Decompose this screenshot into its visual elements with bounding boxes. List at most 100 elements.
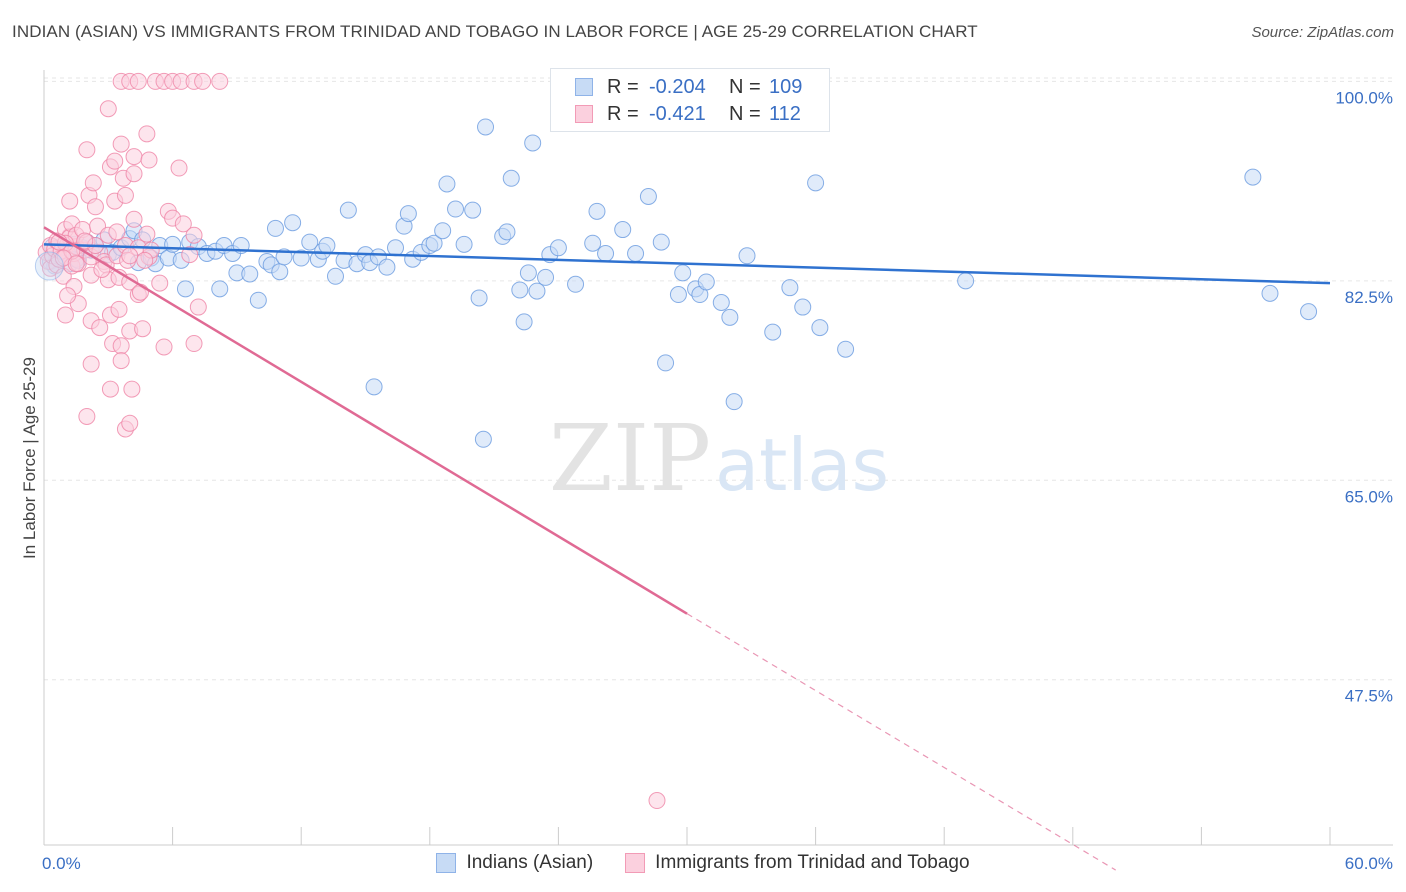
point-indians [241, 265, 259, 283]
point-indians [339, 201, 357, 219]
point-indians [498, 223, 516, 241]
point-trinidad [121, 247, 139, 265]
point-indians [301, 233, 319, 251]
point-trinidad [99, 100, 117, 118]
y-tick-label: 47.5% [1345, 687, 1393, 706]
point-trinidad [112, 337, 130, 355]
point-trinidad [129, 72, 147, 90]
point-trinidad [101, 380, 119, 398]
point-indians [537, 268, 555, 286]
point-trinidad [123, 380, 141, 398]
point-trinidad [108, 223, 126, 241]
series-legend-indians: Indians (Asian) [436, 852, 593, 874]
point-indians [1300, 303, 1318, 321]
series-legend-trinidad: Immigrants from Trinidad and Tobago [625, 852, 970, 874]
point-indians [511, 281, 529, 299]
point-indians [627, 244, 645, 262]
point-indians [326, 267, 344, 285]
y-tick-label: 65.0% [1345, 487, 1393, 506]
point-indians [425, 234, 443, 252]
point-indians [524, 134, 542, 152]
watermark-atlas: atlas [715, 423, 889, 507]
point-indians [271, 263, 289, 281]
series-label-trinidad: Immigrants from Trinidad and Tobago [655, 852, 970, 873]
point-indians [712, 294, 730, 311]
watermark: ZIP atlas [549, 405, 889, 512]
point-indians [837, 340, 855, 358]
point-indians [528, 282, 546, 300]
point-indians [455, 235, 473, 253]
point-indians [387, 239, 405, 257]
point-cluster-indians [34, 251, 64, 281]
point-indians [588, 202, 606, 220]
point-indians [697, 273, 715, 291]
point-indians [1244, 168, 1262, 186]
legend-n-value: 109 [769, 75, 803, 98]
point-trinidad [59, 287, 77, 305]
legend-n-label: N = [729, 102, 761, 125]
point-trinidad [78, 407, 96, 425]
legend-n-label: N = [729, 75, 761, 98]
legend-r-value: -0.204 [649, 75, 706, 98]
watermark-zip: ZIP [549, 405, 711, 512]
legend-row-trinidad: R = -0.421 N = 112 [575, 101, 801, 127]
chart-title: INDIAN (ASIAN) VS IMMIGRANTS FROM TRINID… [12, 22, 978, 41]
point-trinidad [116, 186, 134, 204]
y-tick-label: 82.5% [1345, 288, 1393, 307]
point-indians [284, 214, 302, 232]
point-indians [639, 188, 657, 206]
point-trinidad [174, 215, 192, 233]
point-trinidad [93, 260, 111, 278]
point-indians [519, 264, 537, 282]
point-trinidad [648, 792, 666, 810]
point-indians [470, 289, 488, 307]
point-trinidad [125, 165, 143, 183]
axes [43, 70, 1393, 846]
point-trinidad [125, 210, 143, 228]
legend-swatch-pink [575, 105, 593, 123]
point-trinidad [112, 352, 130, 370]
point-indians [794, 298, 812, 316]
series-legend: Indians (Asian) Immigrants from Trinidad… [0, 852, 1406, 874]
point-trinidad [211, 72, 229, 90]
point-indians [399, 205, 417, 223]
series-swatch-pink [625, 853, 646, 873]
legend-r-value: -0.421 [649, 102, 706, 125]
point-trinidad [67, 255, 85, 273]
point-indians [725, 393, 743, 411]
point-trinidad [112, 135, 130, 153]
point-indians [674, 264, 692, 282]
series-swatch-blue [436, 853, 457, 873]
point-trinidad [110, 300, 128, 318]
point-trinidad [121, 273, 139, 291]
point-indians [614, 221, 632, 239]
point-trinidad [181, 246, 199, 264]
point-indians [597, 244, 615, 262]
point-indians [764, 323, 782, 341]
point-trinidad [91, 319, 109, 337]
point-indians [438, 175, 456, 193]
point-indians [447, 200, 465, 218]
point-trinidad [155, 338, 173, 356]
point-trinidad [185, 335, 203, 353]
series-label-indians: Indians (Asian) [466, 852, 594, 873]
point-indians [292, 249, 310, 267]
source-credit: Source: ZipAtlas.com [1251, 24, 1394, 41]
point-indians [365, 378, 383, 396]
point-indians [515, 313, 533, 331]
point-indians [164, 235, 182, 253]
point-indians [584, 234, 602, 252]
point-indians [176, 280, 194, 298]
point-indians [567, 275, 585, 293]
point-indians [318, 237, 336, 255]
point-indians [549, 239, 567, 257]
point-indians [811, 319, 829, 337]
point-trinidad [136, 251, 154, 269]
point-trinidad [194, 72, 212, 90]
x-tick-label-min: 0.0% [42, 854, 81, 873]
point-indians [807, 174, 825, 192]
point-indians [266, 219, 284, 237]
point-trinidad [151, 274, 169, 292]
y-axis-label: In Labor Force | Age 25-29 [20, 357, 39, 559]
point-indians [474, 430, 492, 448]
